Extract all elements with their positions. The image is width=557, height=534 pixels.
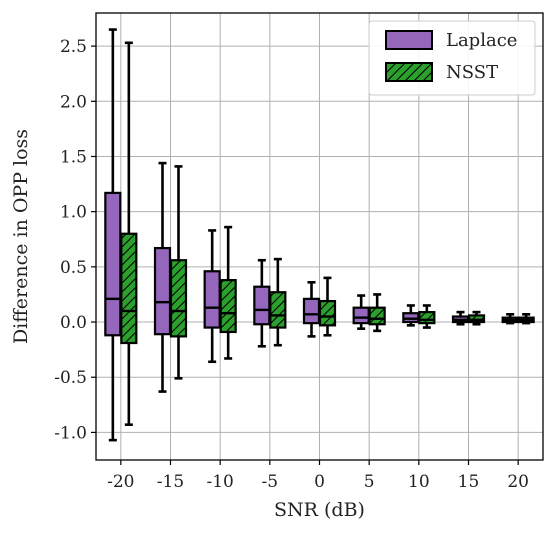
iqr-box: [203, 270, 221, 329]
box-series: [104, 28, 535, 442]
nsst-box--10: [219, 225, 237, 360]
laplace-box-10: [402, 304, 420, 327]
nsst-box-10: [418, 304, 436, 329]
y-tick-label: -0.5: [54, 368, 87, 388]
nsst-box--15: [169, 165, 188, 380]
y-axis-label: Difference in OPP loss: [10, 129, 32, 344]
iqr-box: [219, 278, 237, 334]
iqr-box: [153, 246, 172, 336]
legend-swatch-laplace: [385, 30, 433, 50]
y-tick-label: 2.0: [60, 92, 87, 112]
nsst-box-5: [368, 293, 386, 333]
iqr-box: [104, 191, 122, 337]
nsst-box-15: [467, 310, 486, 326]
laplace-box-20: [501, 313, 519, 325]
iqr-box: [302, 297, 321, 325]
iqr-box: [418, 311, 436, 325]
laplace-box--5: [253, 258, 271, 348]
y-tick-label: 2.5: [60, 37, 87, 57]
x-tick-label: 20: [507, 472, 529, 492]
x-tick-label: 10: [408, 472, 430, 492]
nsst-box-0: [318, 276, 337, 337]
iqr-box: [120, 232, 138, 345]
y-tick-label: 1.5: [60, 147, 87, 167]
x-tick-label: 15: [458, 472, 480, 492]
y-tick-label: 0.0: [60, 313, 87, 333]
y-tick-label: 0.5: [60, 258, 87, 278]
legend-swatch-nsst: [385, 62, 433, 82]
iqr-box: [269, 291, 287, 329]
laplace-box--10: [203, 229, 221, 364]
laplace-box-0: [302, 281, 321, 338]
laplace-box--20: [104, 28, 122, 442]
iqr-box: [352, 306, 370, 325]
nsst-box--5: [269, 257, 287, 347]
y-tick-label: -1.0: [54, 423, 87, 443]
legend-label-nsst: NSST: [446, 62, 498, 83]
laplace-box-5: [352, 294, 370, 330]
laplace-box-15: [451, 310, 470, 326]
iqr-box: [318, 299, 337, 327]
iqr-box: [169, 259, 188, 338]
y-tick-label: 1.0: [60, 203, 87, 223]
grid-lines: [96, 13, 543, 460]
x-tick-label: -15: [157, 472, 184, 492]
legend-label-laplace: Laplace: [446, 30, 517, 51]
x-tick-label: 5: [364, 472, 375, 492]
laplace-box--15: [153, 161, 172, 393]
x-tick-label: 0: [314, 472, 325, 492]
nsst-box--20: [120, 41, 138, 426]
iqr-box: [368, 306, 386, 326]
x-tick-label: -5: [262, 472, 279, 492]
legend: Laplace NSST: [368, 20, 536, 96]
x-tick-label: -10: [206, 472, 233, 492]
axis-ticks: -1.0 -0.5 0.0 0.5 1.0 1.5 2.0 2.5 -20 -15 -10 -5 0 5 1…: [54, 37, 529, 492]
nsst-box-20: [517, 313, 535, 325]
x-tick-label: -20: [107, 472, 134, 492]
x-axis-label: SNR (dB): [274, 499, 365, 521]
iqr-box: [253, 285, 271, 326]
